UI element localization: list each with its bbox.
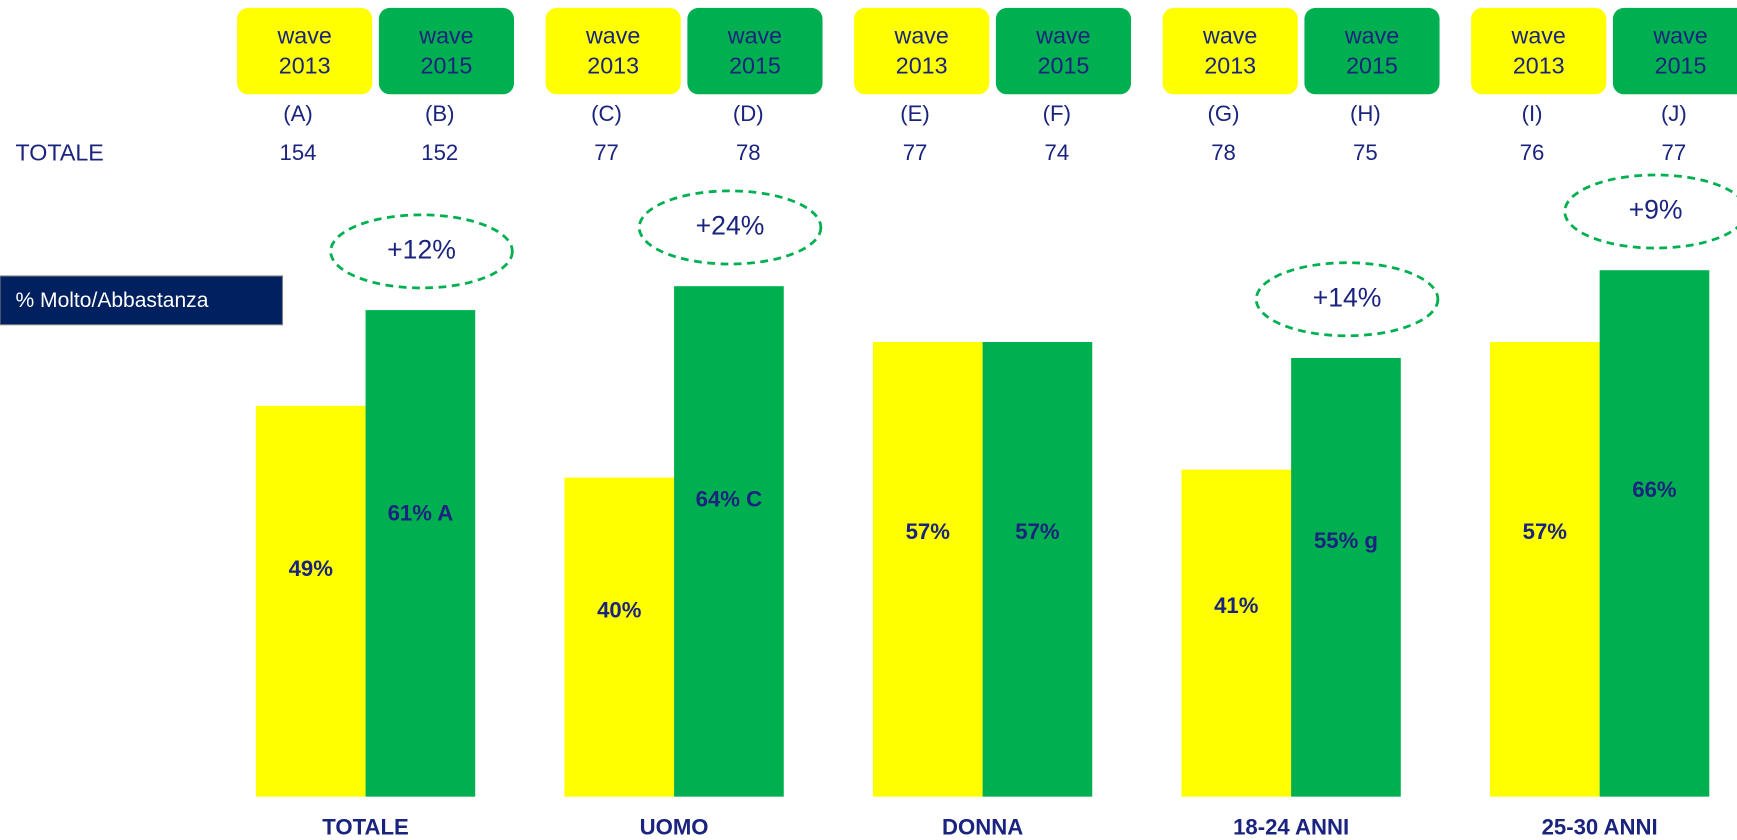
- x-tick-label: DONNA: [942, 815, 1023, 840]
- legend-box: [995, 7, 1132, 95]
- column-letter: (C): [591, 101, 622, 126]
- bar: [872, 342, 983, 797]
- bar: [255, 405, 366, 797]
- base-count: 74: [1045, 140, 1070, 165]
- value-label: 57%: [1523, 519, 1568, 544]
- legend-entry: wave 2013: [1511, 23, 1566, 79]
- annotation-ellipse: [637, 189, 823, 266]
- x-tick-label: TOTALE: [322, 815, 409, 840]
- legend-label: wave 2013: [1511, 23, 1566, 79]
- legend-entry: wave 2015: [1344, 23, 1400, 79]
- base-count: 78: [736, 140, 761, 165]
- legend-entry: wave 2015: [727, 23, 783, 79]
- annotation-ellipse: [329, 213, 514, 290]
- value-label: 55% g: [1314, 528, 1378, 553]
- base-label: TOTALE: [16, 139, 104, 165]
- legend-entry: wave 2013: [277, 23, 332, 79]
- value-label: 41%: [1214, 593, 1259, 618]
- bar: [365, 310, 476, 797]
- value-label: 40%: [597, 597, 642, 622]
- legend-entry: wave 2015: [419, 23, 474, 79]
- base-count: 76: [1520, 140, 1545, 165]
- column-letter: (I): [1522, 101, 1543, 126]
- column-letter: (B): [425, 101, 455, 126]
- bar: [982, 342, 1093, 797]
- measure-label: % Molto/Abbastanza: [16, 289, 209, 312]
- bar: [1489, 342, 1600, 797]
- legend-box: [1304, 7, 1440, 95]
- base-count: 154: [280, 140, 317, 165]
- base-count: 75: [1353, 140, 1378, 165]
- bar: [1181, 469, 1292, 797]
- value-label: 57%: [906, 519, 951, 544]
- bar: [674, 286, 784, 797]
- base-count: 77: [903, 140, 928, 165]
- column-letter: (E): [900, 101, 930, 126]
- legend-box: [687, 7, 823, 95]
- column-letter: (G): [1208, 101, 1240, 126]
- legend-box: [854, 7, 990, 95]
- legend-box: [545, 7, 681, 95]
- column-letter: (H): [1350, 101, 1381, 126]
- value-label: 64% C: [696, 486, 762, 511]
- annotation: +24%: [696, 210, 765, 240]
- legend-label: wave 2013: [585, 23, 641, 79]
- legend-box: [378, 7, 515, 95]
- x-tick-label: 25-30 ANNI: [1542, 815, 1658, 840]
- measure-box: [0, 275, 284, 326]
- bar: [1599, 270, 1710, 797]
- x-tick-label: UOMO: [640, 815, 709, 840]
- column-letter: (A): [283, 101, 313, 126]
- legend-entry: wave 2013: [585, 23, 641, 79]
- legend-label: wave 2013: [277, 23, 332, 79]
- bar: [1291, 357, 1401, 797]
- value-label: 61% A: [388, 500, 454, 525]
- legend-label: wave 2015: [1036, 23, 1091, 79]
- base-count: 78: [1211, 140, 1236, 165]
- legend-entry: wave 2013: [894, 23, 949, 79]
- column-letter: (F): [1043, 101, 1071, 126]
- column-letter: (J): [1661, 101, 1687, 126]
- base-count: 77: [1662, 140, 1687, 165]
- legend-label: wave 2015: [1344, 23, 1400, 79]
- legend-entry: wave 2015: [1036, 23, 1091, 79]
- annotation: +14%: [1313, 282, 1382, 312]
- legend-label: wave 2013: [894, 23, 949, 79]
- base-count: 152: [421, 140, 458, 165]
- legend-label: wave 2015: [1653, 23, 1708, 79]
- legend-label: wave 2015: [419, 23, 474, 79]
- legend-entry: wave 2013: [1203, 23, 1258, 79]
- legend-label: wave 2015: [727, 23, 783, 79]
- bar: [564, 477, 675, 797]
- annotation-ellipse: [1254, 261, 1440, 338]
- value-label: 57%: [1015, 519, 1060, 544]
- x-tick-label: 18-24 ANNI: [1233, 815, 1349, 840]
- value-label: 66%: [1632, 477, 1677, 502]
- legend-box: [1471, 7, 1607, 95]
- legend-label: wave 2013: [1203, 23, 1258, 79]
- legend-box: [1612, 7, 1737, 95]
- annotation-ellipse: [1563, 173, 1737, 250]
- legend-box: [237, 7, 373, 95]
- annotation: +12%: [387, 234, 456, 264]
- base-count: 77: [594, 140, 619, 165]
- value-label: 49%: [289, 556, 334, 581]
- column-letter: (D): [733, 101, 764, 126]
- legend-entry: wave 2015: [1653, 23, 1708, 79]
- annotation: +9%: [1629, 195, 1683, 225]
- legend-box: [1162, 7, 1298, 95]
